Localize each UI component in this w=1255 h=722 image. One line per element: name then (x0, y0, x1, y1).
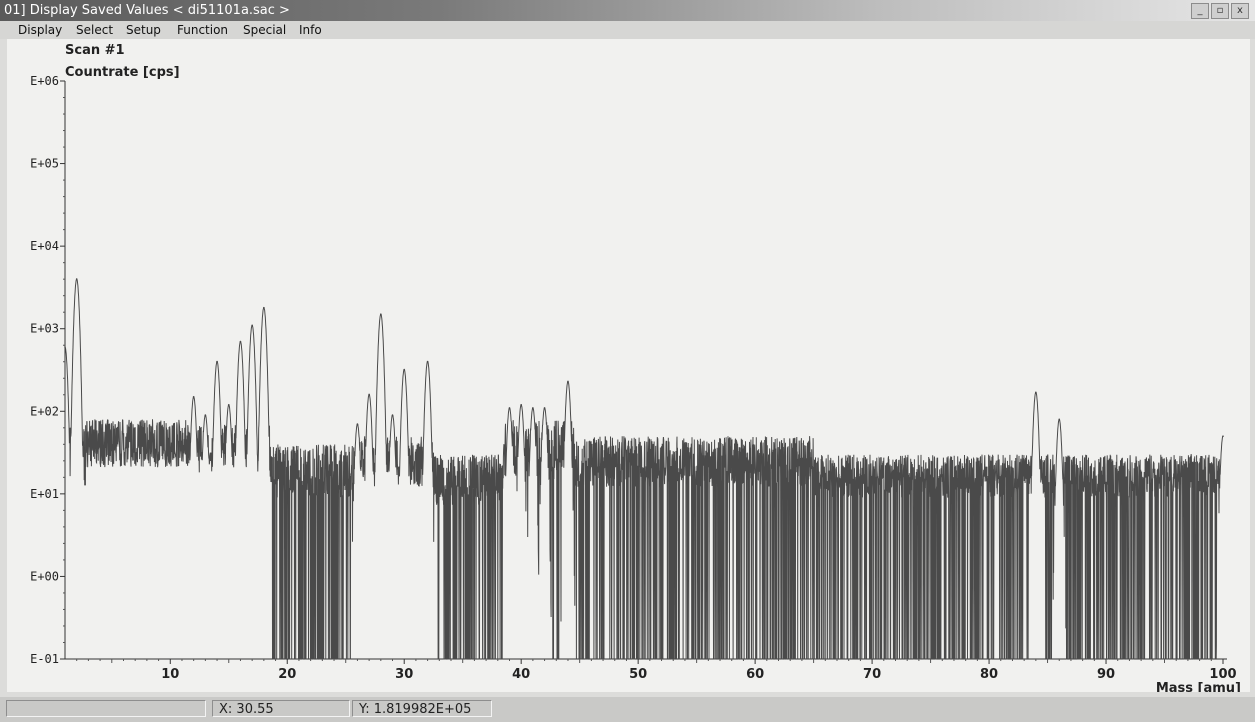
peak-point (192, 395, 195, 398)
peak-point (1222, 435, 1224, 437)
minimize-button[interactable]: _ (1191, 3, 1209, 19)
plot-area[interactable]: E-01 E+00 E+01 E+02 E+03 E+04 E+05 E+06 10 20 30 40… (7, 39, 1250, 696)
y-tick-label: E+06 (30, 74, 59, 88)
y-tick-label: E+05 (30, 157, 59, 171)
peak-point (239, 340, 242, 343)
status-y-readout: Y: 1.819982E+05 (352, 700, 492, 717)
spectrum-trace (64, 278, 1224, 660)
x-tick-label: 30 (395, 667, 413, 682)
scan-label: Scan #1 (65, 43, 125, 58)
menu-bar: Display Select Setup Function Special In… (0, 21, 1255, 39)
y-tick-label: E+01 (30, 487, 59, 501)
menu-select[interactable]: Select (76, 23, 114, 37)
title-bar: 01] Display Saved Values < di51101a.sac … (0, 0, 1255, 21)
status-x-readout: X: 30.55 (212, 700, 350, 717)
menu-setup[interactable]: Setup (126, 23, 161, 37)
x-tick-label: 60 (746, 667, 764, 682)
x-tick-label: 70 (863, 667, 881, 682)
peak-point (64, 346, 66, 348)
peak-point (75, 278, 78, 280)
menu-info[interactable]: Info (299, 23, 322, 37)
peak-point (1035, 391, 1037, 394)
y-tick-label: E-01 (30, 652, 59, 666)
peak-point (567, 380, 569, 383)
status-bar: X: 30.55 Y: 1.819982E+05 (0, 697, 1255, 722)
y-tick-label: E+02 (30, 404, 59, 418)
y-tick-label: E+04 (30, 239, 59, 253)
peak-point (263, 306, 265, 309)
peak-point (380, 313, 382, 315)
x-tick-label: 10 (161, 667, 179, 682)
x-tick-label: 90 (1097, 667, 1115, 682)
peak-point (216, 360, 218, 363)
y-tick-label: E+00 (30, 569, 59, 583)
window-title: 01] Display Saved Values < di51101a.sac … (4, 3, 290, 18)
menu-display[interactable]: Display (18, 23, 63, 37)
x-tick-label: 20 (278, 667, 296, 682)
peak-point (532, 407, 534, 409)
x-axis-label: Mass [amu] (1156, 681, 1241, 692)
peak-point (391, 414, 394, 416)
peak-point (520, 403, 522, 406)
peak-point (1058, 418, 1061, 421)
status-cell-empty (6, 700, 206, 717)
x-tick-label: 40 (512, 667, 530, 682)
peak-point (543, 407, 546, 409)
spectrum-chart[interactable]: E-01 E+00 E+01 E+02 E+03 E+04 E+05 E+06 10 20 30 40… (7, 39, 1250, 696)
peak-point (227, 403, 230, 406)
x-tick-label: 100 (1209, 667, 1236, 682)
peak-point (508, 407, 511, 409)
x-tick-label: 50 (629, 667, 647, 682)
peak-point (356, 423, 359, 425)
maximize-button[interactable]: ▫ (1211, 3, 1229, 19)
y-axis-label: Countrate [cps] (65, 65, 180, 80)
peak-point (403, 368, 406, 371)
peak-point (368, 393, 370, 396)
peak-point (426, 360, 429, 363)
peak-point (251, 324, 253, 327)
close-button[interactable]: x (1231, 3, 1249, 19)
x-tick-label: 80 (980, 667, 998, 682)
menu-function[interactable]: Function (177, 23, 229, 37)
y-tick-label: E+03 (30, 322, 59, 336)
peak-point (204, 414, 207, 416)
menu-special[interactable]: Special (243, 23, 287, 37)
